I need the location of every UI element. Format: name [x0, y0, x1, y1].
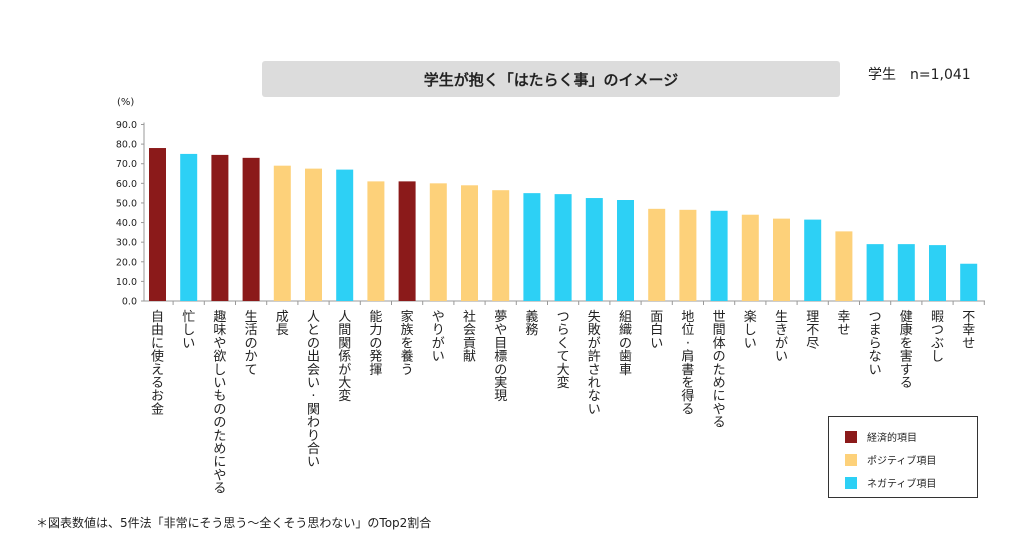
bar [679, 209, 697, 301]
chart-title: 学生が抱く「はたらく事」のイメージ [262, 61, 840, 97]
y-tick-label: 70.0 [116, 159, 137, 170]
x-tick-label: 能力の発揮 [369, 310, 382, 378]
x-tick-label: 世間体のためにやる [713, 310, 726, 431]
bar [180, 153, 198, 301]
bar [242, 157, 260, 301]
legend-swatch-negative [845, 476, 857, 489]
x-tick-label: 生活のかて [245, 310, 258, 378]
y-tick-label: 10.0 [116, 277, 137, 288]
bar [523, 193, 541, 301]
bar [367, 181, 385, 301]
y-tick-label: 30.0 [116, 238, 137, 249]
y-tick-label: 90.0 [116, 120, 137, 131]
y-tick-label: 60.0 [116, 179, 137, 190]
x-tick-label: 不幸せ [962, 310, 975, 351]
x-tick-label: つまらない [869, 310, 882, 378]
x-tick-label: 組織の歯車 [619, 310, 632, 378]
bar [492, 190, 510, 301]
y-tick-label: 0.0 [122, 297, 137, 308]
bar [617, 200, 634, 301]
bar [336, 169, 354, 301]
x-tick-label: 夢や目標の実現 [494, 310, 507, 404]
legend: 経済的項目 ポジティブ項目 ネガティブ項目 [828, 416, 978, 498]
legend-label-positive: ポジティブ項目 [867, 456, 937, 467]
bar [461, 185, 478, 301]
y-tick-label: 50.0 [116, 198, 137, 209]
x-tick-label: 人との出会い·関わり合い [307, 310, 320, 470]
legend-label-economic: 経済的項目 [867, 433, 917, 444]
y-tick-label: 20.0 [116, 257, 137, 268]
bar [554, 194, 572, 301]
x-tick-label: 地位·肩書を得る [681, 310, 694, 417]
x-tick-label: 健康を害する [900, 310, 913, 391]
x-tick-label: 暇つぶし [931, 310, 944, 365]
x-tick-label: 楽しい [744, 309, 757, 351]
legend-item-positive: ポジティブ項目 [845, 452, 936, 467]
bar [398, 181, 416, 301]
x-tick-label: 生きがい [775, 310, 788, 365]
y-tick-label: 40.0 [116, 218, 137, 229]
bar [773, 218, 790, 301]
bar [929, 245, 946, 301]
x-tick-label: やりがい [432, 310, 445, 365]
x-tick-label: 義務 [525, 309, 538, 338]
bar [741, 214, 759, 301]
bar [866, 244, 884, 301]
bar [710, 210, 728, 301]
bar [211, 154, 229, 301]
x-tick-label: 幸せ [837, 310, 850, 338]
x-tick-label: 失敗が許されない [588, 310, 601, 417]
bar [305, 168, 322, 301]
bar [960, 263, 978, 301]
bar [897, 244, 915, 301]
x-tick-label: 自由に使えるお金 [151, 310, 164, 417]
bar [273, 165, 291, 301]
y-tick-label: 80.0 [116, 140, 137, 151]
x-tick-label: 趣味や欲しいもののためにやる [213, 310, 226, 497]
x-tick-label: 家族を養う [401, 309, 414, 378]
x-tick-label: 成長 [276, 310, 289, 338]
x-tick-label: 理不尽 [806, 310, 819, 351]
x-tick-label: 面白い [650, 310, 663, 351]
legend-label-negative: ネガティブ項目 [867, 479, 937, 490]
bar [149, 148, 166, 301]
sample-size-label: 学生 n=1,041 [868, 67, 971, 83]
x-tick-label: 人間関係が大変 [338, 310, 351, 404]
x-tick-label: 忙しい [182, 310, 195, 351]
bar [804, 219, 822, 301]
legend-swatch-positive [845, 453, 857, 466]
bar [835, 231, 853, 301]
bar [648, 208, 666, 301]
x-tick-label: つらくて大変 [557, 310, 570, 391]
legend-swatch-economic [845, 430, 857, 443]
bar [585, 198, 603, 301]
x-tick-label: 社会貢献 [463, 309, 476, 365]
y-axis-unit: (%) [117, 97, 135, 108]
bar [429, 183, 447, 301]
legend-item-economic: 経済的項目 [845, 429, 917, 444]
legend-item-negative: ネガティブ項目 [845, 475, 936, 490]
footnote: ＊図表数値は、5件法「非常にそう思う～全くそう思わない」のTop2割合 [36, 516, 432, 530]
